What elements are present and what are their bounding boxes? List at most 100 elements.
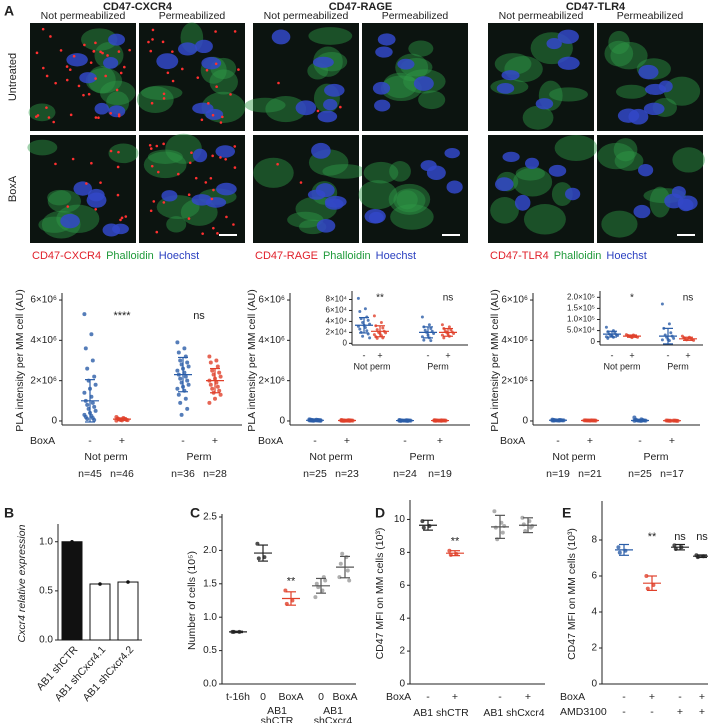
phalloidin-stain [209, 69, 238, 95]
bar [61, 541, 83, 641]
data-point [372, 333, 376, 337]
nucleus [201, 56, 222, 70]
phalloidin-stain [308, 27, 353, 45]
phalloidin-stain [390, 204, 434, 230]
x-tick-label: - [556, 435, 560, 447]
nucleus [79, 72, 97, 84]
x-tick-label: - [313, 435, 317, 447]
y-axis-label: Number of cells (10⁵) [186, 551, 198, 650]
y-tick-label: 4 [591, 607, 597, 618]
pla-signal [52, 120, 55, 124]
y-tick-label: 6×10⁶ [258, 295, 285, 306]
nucleus [658, 80, 673, 93]
column-label: Permeabilized [382, 10, 449, 22]
pla-signal [116, 165, 120, 169]
pla-signal [187, 193, 191, 197]
x-tick-label: BoxA [278, 691, 303, 703]
column-label: Permeabilized [159, 10, 226, 22]
data-point [381, 326, 385, 330]
block-title: CD47-TLR4 [566, 1, 626, 13]
nucleus [311, 142, 331, 159]
nucleus [677, 195, 698, 211]
data-point [337, 575, 342, 580]
phalloidin-stain [494, 53, 532, 75]
phalloidin-stain [85, 67, 123, 94]
phalloidin-stain [99, 80, 136, 106]
nucleus [426, 165, 446, 181]
phalloidin-stain [28, 103, 56, 122]
pla-signal [339, 105, 342, 109]
phalloidin-stain [522, 105, 554, 130]
pla-signal [59, 49, 63, 52]
pla-signal [94, 41, 97, 45]
nucleus [103, 57, 119, 69]
data-point [667, 322, 671, 326]
data-point [185, 406, 190, 411]
data-point [692, 338, 696, 342]
pla-signal [209, 176, 213, 180]
phalloidin-stain [81, 28, 118, 51]
significance: ns [696, 531, 708, 543]
nucleus [638, 163, 654, 177]
phalloidin-stain [147, 149, 183, 164]
pla-signal [187, 217, 191, 220]
micrograph [597, 135, 703, 243]
pla-signal [299, 181, 303, 184]
group-label: Perm [643, 451, 668, 463]
data-point [92, 417, 97, 422]
pla-signal [99, 181, 102, 184]
x-row-name: BoxA [560, 691, 585, 703]
nucleus [524, 157, 540, 170]
x-tick-label: + [525, 691, 531, 703]
pla-signal [316, 109, 320, 113]
data-point [340, 551, 345, 556]
x-row-name: BoxA [500, 435, 525, 447]
data-point [423, 328, 427, 332]
nucleus [317, 110, 338, 123]
data-point [210, 386, 215, 391]
inset-x-tick-label: - [611, 350, 614, 360]
pla-signal [117, 114, 121, 118]
pla-signal [99, 50, 102, 54]
significance: ** [287, 575, 296, 587]
n-label: n=17 [660, 468, 684, 480]
pla-signal [109, 149, 113, 153]
pla-signal [151, 38, 154, 41]
pla-signal [214, 30, 217, 33]
y-tick-label: 2×10⁶ [30, 375, 57, 386]
pla-signal [41, 27, 45, 31]
x-tick-label: AB1 shCxcr4.2 [81, 644, 137, 704]
nucleus [271, 29, 291, 45]
x-row-name: BoxA [386, 691, 411, 703]
x-tick-label: + [699, 706, 705, 718]
phalloidin-stain [601, 210, 638, 238]
data-point [314, 581, 319, 586]
pla-signal [276, 162, 279, 166]
phalloidin-stain [408, 40, 434, 57]
data-point [365, 329, 369, 333]
phalloidin-stain [615, 84, 648, 99]
phalloidin-stain [490, 197, 519, 224]
nucleus [496, 82, 515, 94]
phalloidin-stain [363, 161, 399, 184]
phalloidin-stain [322, 164, 367, 179]
y-tick-label: 6 [399, 580, 405, 591]
data-point [215, 384, 220, 389]
phalloidin-stain [253, 157, 294, 188]
data-point [447, 325, 451, 329]
pla-signal [204, 181, 208, 184]
n-label: n=36 [171, 468, 195, 480]
data-point [366, 318, 370, 322]
n-label: n=25 [628, 468, 652, 480]
nucleus [323, 98, 338, 111]
nucleus [535, 98, 554, 110]
x-tick-label: - [181, 435, 185, 447]
phalloidin-stain [108, 143, 139, 164]
y-tick-label: 2×10⁶ [501, 375, 528, 386]
y-tick-label: 2.5 [203, 512, 217, 523]
significance: ns [443, 293, 454, 304]
data-point [89, 332, 94, 337]
y-tick-label: 8×10⁴ [326, 295, 348, 304]
pla-signal [117, 150, 120, 154]
pla-signal [87, 92, 91, 96]
